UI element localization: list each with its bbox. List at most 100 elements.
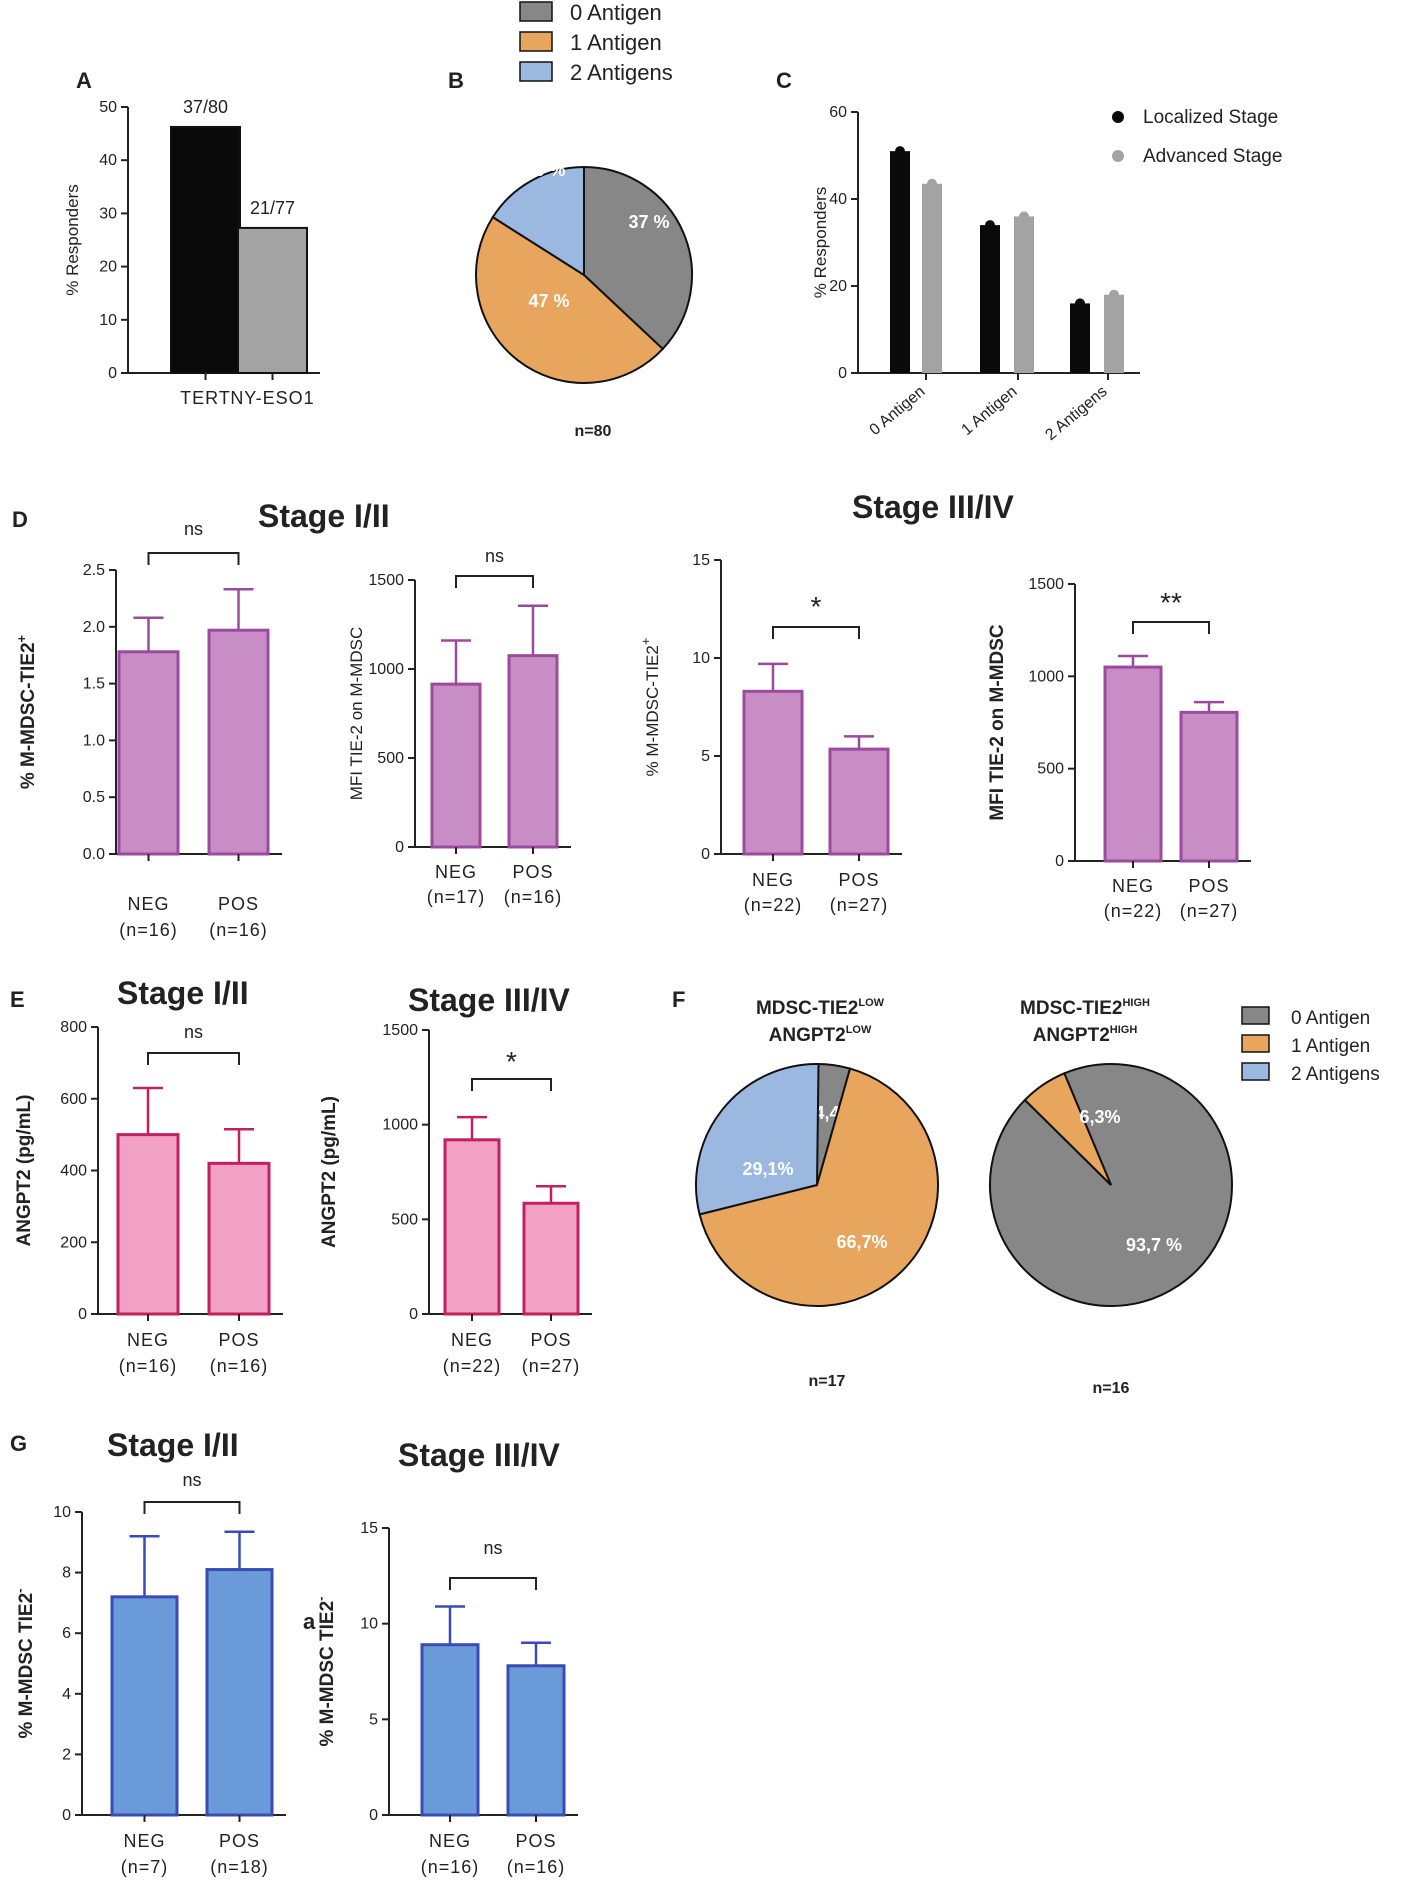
y-tick-label: 0.5 xyxy=(83,789,105,806)
sample-size-label: (n=7) xyxy=(121,1857,169,1877)
bar-cap-dot xyxy=(985,220,995,231)
significance-bracket xyxy=(471,1078,552,1091)
y-axis-title-main: MFI TIE-2 on M-MDSC xyxy=(987,624,1008,821)
pie-slice-label: 66,7% xyxy=(836,1232,887,1252)
pie-slice-0-antigen xyxy=(583,165,693,351)
bar-pos xyxy=(207,628,270,856)
legend-label: Advanced Stage xyxy=(1143,146,1282,167)
legend-marker xyxy=(1112,150,1124,162)
panel-label-c: C xyxy=(776,68,792,93)
bar-neg xyxy=(1103,665,1163,863)
y-axis-title: % M-MDSC-TIE2+ xyxy=(14,634,39,789)
legend-swatch xyxy=(1241,1062,1270,1081)
x-tick-label: POS xyxy=(218,1330,259,1350)
panel-label-b: B xyxy=(448,68,464,93)
y-axis-title-main: ANGPT2 (pg/mL) xyxy=(319,1096,340,1248)
pie-slice-label: 16 % xyxy=(524,160,565,180)
chart-g2: 0 5 10 15 % M-MDSC TIE2- NEG (n=16) POS (n=16) ns xyxy=(313,1520,578,1877)
pie-slice-label: 93,7 % xyxy=(1126,1235,1182,1255)
sample-size-label: (n=16) xyxy=(504,887,563,907)
bar-neg xyxy=(420,1643,480,1817)
significance-label: ns xyxy=(485,546,504,566)
pie-slice-1-antigen xyxy=(1023,1072,1112,1186)
y-tick-label: 500 xyxy=(1037,761,1064,778)
y-axis-title: % Responders xyxy=(63,184,82,296)
legend-label: 2 Antigens xyxy=(570,60,673,85)
sample-size-label: (n=16) xyxy=(210,1356,269,1376)
significance-bracket xyxy=(449,1577,537,1590)
pie-title-main: ANGPT2 xyxy=(1033,1025,1110,1046)
x-tick-label: POS xyxy=(838,870,879,890)
y-axis-title: MFI TIE-2 on M-MDSC xyxy=(987,624,1008,821)
bar-localized-stage xyxy=(1070,303,1090,373)
sample-size-label: (n=27) xyxy=(522,1356,581,1376)
bar-cap-dot xyxy=(927,178,937,189)
y-tick-label: 0 xyxy=(395,839,404,856)
y-tick-label: 1500 xyxy=(368,572,404,589)
y-axis-title: MFI TIE-2 on M-MDSC xyxy=(347,627,366,800)
legend-swatch xyxy=(1241,1006,1270,1025)
sample-size-label: (n=22) xyxy=(744,895,803,915)
pie-slice-1-antigen xyxy=(698,1067,939,1307)
panel-label-g: G xyxy=(10,1431,27,1456)
y-tick-label: 60 xyxy=(829,104,847,121)
sample-size-label: (n=18) xyxy=(210,1857,269,1877)
significance-bracket xyxy=(147,1052,240,1065)
y-axis-title-main: % M-MDSC TIE2 xyxy=(317,1601,338,1747)
significance-bracket xyxy=(772,626,860,639)
y-tick-label: 0 xyxy=(369,1807,378,1824)
y-tick-label: 0 xyxy=(409,1306,418,1323)
significance-label: ns xyxy=(182,1470,201,1490)
y-tick-label: 1500 xyxy=(1028,576,1064,593)
significance-label: * xyxy=(811,591,822,622)
y-tick-label: 800 xyxy=(60,1019,87,1036)
chart-e2: 0 500 1000 1500 ANGPT2 (pg/mL) NEG (n=22) POS (n… xyxy=(319,1022,592,1376)
significance-bracket xyxy=(143,1501,241,1514)
bar-pos xyxy=(828,747,890,856)
bar-ny-eso1 xyxy=(237,226,308,374)
pie-slice-label: 29,1% xyxy=(742,1159,793,1179)
legend-f: 0 Antigen 1 Antigen 2 Antigens xyxy=(1241,1006,1380,1085)
pie-title-main: MDSC-TIE2 xyxy=(756,998,858,1019)
bar-neg xyxy=(117,650,180,856)
x-tick-label: NEG xyxy=(435,862,477,882)
x-tick-label: NEG xyxy=(451,1330,493,1350)
pie-title-sup: HIGH xyxy=(1110,1024,1138,1036)
y-tick-label: 30 xyxy=(99,205,117,222)
chart-d4: 0 500 1000 1500 MFI TIE-2 on M-MDSC NEG (n=22)… xyxy=(987,576,1251,921)
y-tick-label: 600 xyxy=(60,1091,87,1108)
x-tick-label: POS xyxy=(218,894,259,914)
bar-cap-dot xyxy=(895,146,905,157)
x-tick-label: NEG xyxy=(127,894,169,914)
bar-advanced-stage xyxy=(1014,216,1034,373)
y-tick-label: 10 xyxy=(99,312,117,329)
significance-label: ns xyxy=(184,1022,203,1042)
legend-label: 0 Antigen xyxy=(570,0,662,25)
y-tick-label: 5 xyxy=(701,748,710,765)
data-label: 21/77 xyxy=(250,198,295,218)
significance-bracket xyxy=(1132,621,1210,634)
pie-title-main: ANGPT2 xyxy=(769,1025,846,1046)
y-axis-title: % M-MDSC-TIE2+ xyxy=(638,638,662,777)
stage-title-d-left: Stage I/II xyxy=(258,498,390,534)
legend-marker xyxy=(1112,111,1124,123)
y-tick-label: 4 xyxy=(62,1686,71,1703)
y-tick-label: 15 xyxy=(692,552,710,569)
x-tick-label: TERT xyxy=(180,388,231,408)
x-tick-label: POS xyxy=(530,1330,571,1350)
significance-bracket xyxy=(455,575,534,588)
bar-cap-dot xyxy=(1109,289,1119,300)
bar-cap-dot xyxy=(1075,298,1085,309)
y-tick-label: 1000 xyxy=(1028,668,1064,685)
y-tick-label: 10 xyxy=(692,650,710,667)
pie-slice-label: 47 % xyxy=(528,291,569,311)
y-tick-label: 0.0 xyxy=(83,846,105,863)
pie-title: ANGPT2HIGH xyxy=(1033,1024,1138,1046)
pie-title-main: MDSC-TIE2 xyxy=(1020,998,1122,1019)
sample-size-label: (n=27) xyxy=(830,895,889,915)
pie-sample-size: n=80 xyxy=(575,423,612,440)
panel-label-e: E xyxy=(10,987,25,1012)
y-tick-label: 40 xyxy=(829,191,847,208)
